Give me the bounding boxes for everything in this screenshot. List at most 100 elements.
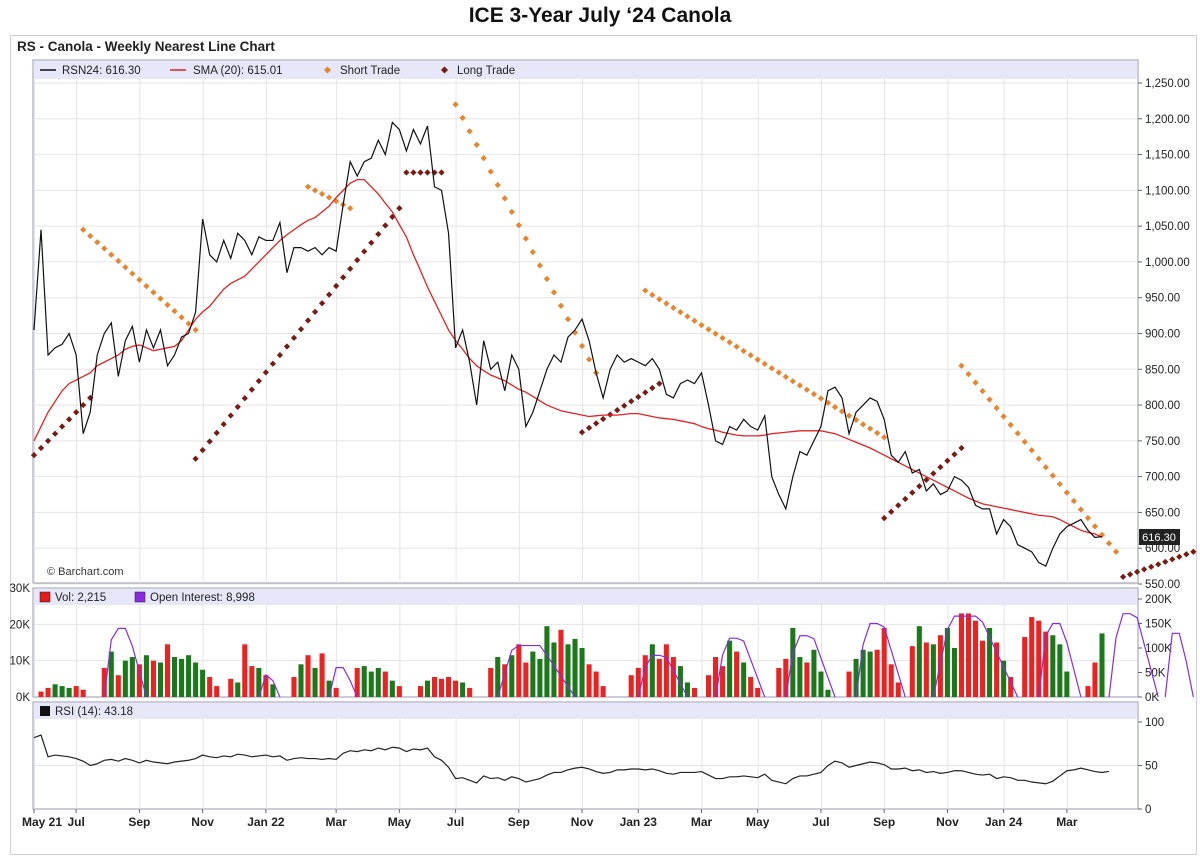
long-trade-point [881,515,888,522]
volume-bar [453,680,459,697]
short-trade-point [1056,481,1063,488]
volume-bar [776,667,782,697]
short-trade-point [578,342,586,350]
volume-bar [656,658,662,697]
long-trade-point [1134,568,1141,575]
volume-bar [1001,660,1007,697]
volume-bar [1099,633,1105,697]
volume-bar [228,678,234,697]
volume-bar [1092,662,1098,697]
last-price-box [1139,529,1180,545]
volume-bar [790,627,796,697]
volume-bar [1022,637,1028,697]
volume-bar [860,649,866,697]
rsi-grid [34,719,1137,809]
volume-bar [1008,677,1014,697]
open-interest-line [932,615,1019,698]
volume-bar [361,666,367,697]
volume-bar [108,651,114,697]
volume-bar [923,642,929,697]
long-trade-point [1119,573,1127,580]
price-y-tick-label: 900.00 [1145,329,1180,341]
long-trade-point [276,351,284,359]
short-trade-point [979,387,986,395]
volume-bar [249,666,255,697]
volume-legend-bar [34,589,1137,605]
sma-legend-label: SMA (20): 615.01 [193,65,283,77]
volume-bar [635,667,641,697]
volume-bar [705,675,712,697]
long-trade-point [311,308,319,316]
long-trade-point [944,457,951,464]
open-interest-line [497,644,576,698]
short-trade-point [1091,523,1099,530]
volume-bar [867,651,873,697]
open-interest-line [637,654,688,698]
long-trade-point [1148,563,1155,570]
volume-bar [207,677,213,697]
open-interest-line [103,627,147,698]
short-trade-point [473,141,480,148]
volume-bar [164,644,171,697]
short-trade-point [1084,514,1092,522]
oi-y-tick-label: 100K [1145,643,1172,655]
volume-bar [825,689,831,697]
volume-bar [972,620,979,697]
volume-bar [59,686,65,697]
volume-bar [424,680,431,697]
x-tick-label: Mar [325,815,347,829]
volume-bar [52,684,58,697]
short-trade-point [859,421,867,428]
oi-y-tick-label: 50K [1145,668,1166,680]
long-trade-point [347,265,354,272]
long-trade-point [290,334,298,341]
volume-bar [980,640,986,697]
volume-bar [1036,620,1042,697]
volume-bar [502,664,508,697]
x-tick-label: Mar [691,815,713,829]
volume-bar [720,666,726,697]
price-panel [32,59,1139,584]
volume-bar [530,651,536,697]
volume-bar [600,686,606,697]
long-trade-point [262,369,269,376]
volume-bar [895,682,901,697]
long-trade-point [937,464,944,471]
long-trade-point [283,343,291,350]
volume-bar [804,662,810,697]
short-trade-point [192,326,199,334]
volume-bar [80,689,86,697]
x-tick-label: Jan 24 [985,815,1023,829]
x-tick-label: Nov [936,815,959,829]
volume-bar [375,667,381,697]
volume-bar [333,687,339,697]
price-line [33,121,1103,567]
volume-bar [270,684,276,697]
volume-bar [122,660,128,697]
long-trade-point [304,317,312,324]
volume-bar [291,677,297,697]
price-y-tick-label: 550.00 [1145,579,1180,591]
price-y-tick-label: 650.00 [1145,507,1180,519]
x-axis: May 21 Jul Sep Nov Jan 22 Mar May Jul Sep Nov Jan … [22,809,1078,829]
oi-legend-swatch [134,591,146,603]
long-trade-point [248,386,255,393]
volume-bar [797,657,803,697]
short-trade-point [94,239,101,246]
short-trade-point [754,356,761,363]
price-y-tick-label: 1,050.00 [1145,221,1190,233]
rsi-y-axis: 0 50 100 [1138,717,1164,816]
volume-bar [143,655,149,697]
volume-bar [193,662,199,697]
volume-bar [38,691,44,697]
long-trade-point [1183,551,1190,558]
short-trade-point [775,369,782,376]
open-interest-line [855,622,906,698]
short-trade-point [1112,548,1120,555]
rsi-y-tick-label: 100 [1145,717,1164,729]
short-trade-point [108,251,115,258]
volume-bar [396,686,402,697]
long-trade-point [1169,556,1176,563]
x-tick-label: Nov [571,815,594,829]
